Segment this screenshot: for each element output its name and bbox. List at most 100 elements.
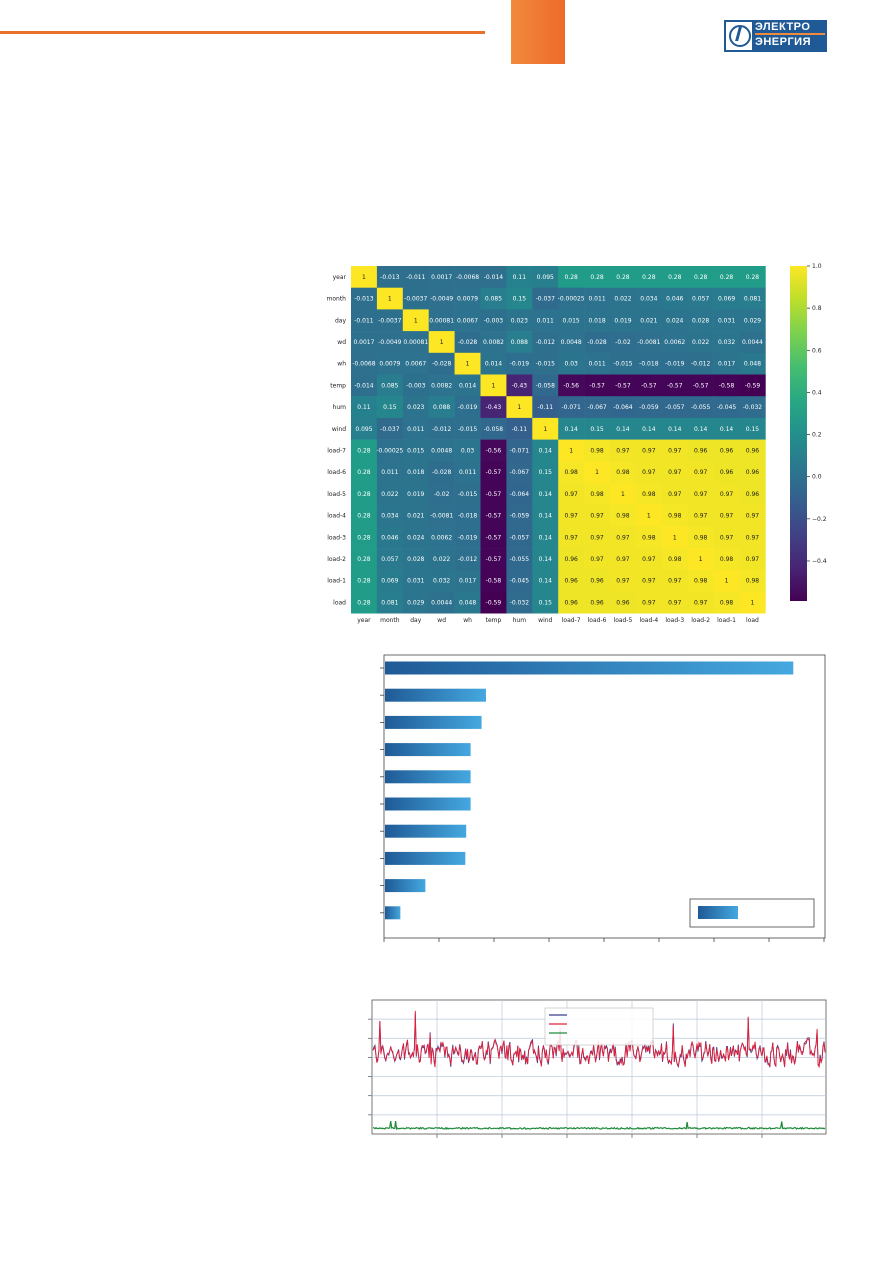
- heatmap-cell: [428, 504, 455, 527]
- heatmap-cell: [584, 417, 611, 440]
- heatmap-col-label: day: [410, 617, 421, 624]
- heatmap-cell: [687, 569, 714, 592]
- heatmap-cell-label: 0.97: [564, 491, 578, 498]
- series-line-red: [372, 1010, 826, 1069]
- heatmap-cell-label: -0.057: [510, 534, 530, 541]
- heatmap-cell-label: -0.02: [615, 339, 631, 346]
- heatmap-cell: [739, 569, 766, 592]
- heatmap-cell: [532, 483, 559, 505]
- heatmap-cell-label: 0.0044: [431, 599, 452, 606]
- heatmap-cell-label: -0.57: [486, 491, 502, 498]
- heatmap-cell-label: -0.015: [458, 491, 478, 498]
- heatmap-cell: [402, 287, 429, 310]
- heatmap-cell: [661, 569, 688, 592]
- heatmap-cell: [610, 417, 637, 440]
- heatmap-cell-label: 0.0048: [561, 339, 582, 346]
- heatmap-cell: [713, 266, 740, 288]
- heatmap-cell: [661, 591, 688, 614]
- heatmap-cell: [351, 504, 378, 527]
- heatmap-cell: [506, 309, 533, 332]
- heatmap-cell-label: 0.98: [694, 578, 708, 585]
- heatmap-cell: [532, 352, 559, 375]
- heatmap-cell-label: -0.00025: [376, 447, 403, 454]
- heatmap-cell: [739, 591, 766, 614]
- heatmap-cell-label: 0.97: [746, 513, 760, 520]
- heatmap-cell-label: 0.015: [407, 447, 424, 454]
- heatmap-cell-label: 0.034: [640, 296, 657, 303]
- heatmap-cell: [661, 374, 688, 397]
- heatmap-cell-label: 0.024: [666, 317, 683, 324]
- heatmap-cell: [713, 504, 740, 527]
- colorbar-tick-label: 1.0: [812, 263, 822, 270]
- heatmap-cell: [713, 569, 740, 592]
- heatmap-cell: [480, 483, 507, 505]
- heatmap-cell: [454, 331, 481, 354]
- heatmap-cell-label: -0.064: [510, 491, 530, 498]
- heatmap-cell: [351, 548, 378, 571]
- heatmap-cell: [584, 591, 611, 614]
- heatmap-cell-label: 0.97: [642, 447, 656, 454]
- heatmap-cell-label: 0.97: [616, 447, 630, 454]
- heatmap-cell: [661, 439, 688, 462]
- heatmap-col-label: load-6: [588, 617, 607, 624]
- heatmap-cell-label: 0.0082: [483, 339, 504, 346]
- heatmap-cell: [584, 483, 611, 505]
- heatmap-cell: [532, 591, 559, 614]
- heatmap-cell: [376, 461, 404, 484]
- heatmap-cell-label: 0.085: [381, 382, 398, 389]
- heatmap-cell: [713, 331, 740, 354]
- heatmap-cell-label: 0.11: [513, 274, 527, 281]
- heatmap-cell-label: -0.028: [432, 469, 452, 476]
- heatmap-cell-label: 0.0079: [457, 296, 478, 303]
- colorbar-tick-label: 0.2: [812, 432, 822, 439]
- heatmap-cell: [610, 504, 637, 527]
- heatmap-cell-label: 0.0017: [431, 274, 452, 281]
- heatmap-cell: [428, 331, 455, 354]
- heatmap-cell-label: 0.98: [616, 469, 630, 476]
- heatmap-cell: [558, 417, 585, 440]
- heatmap-cell-label: 0.0067: [405, 361, 426, 368]
- heatmap-cell: [454, 396, 481, 419]
- heatmap-cell-label: -0.011: [406, 274, 426, 281]
- heatmap-cell-label: 0.28: [357, 534, 371, 541]
- heatmap-cell: [713, 417, 740, 440]
- heatmap-cell-label: 0.96: [746, 447, 760, 454]
- heatmap-cell: [635, 352, 663, 375]
- heatmap-col-label: load-3: [665, 617, 684, 624]
- heatmap-cell-label: 0.98: [720, 556, 734, 563]
- heatmap-cell-label: -0.11: [537, 404, 553, 411]
- heatmap-row-label: day: [335, 317, 346, 324]
- heatmap-cell: [402, 483, 429, 505]
- heatmap-cell-label: 0.14: [539, 513, 553, 520]
- heatmap-cell: [376, 504, 404, 527]
- heatmap-cell-label: 0.97: [642, 578, 656, 585]
- heatmap-cell: [506, 396, 533, 419]
- heatmap-cell: [610, 309, 637, 332]
- heatmap-cell-label: -0.012: [458, 556, 478, 563]
- heatmap-cell: [635, 526, 663, 549]
- heatmap-cell: [687, 483, 714, 505]
- heatmap-cell-label: 0.069: [718, 296, 735, 303]
- heatmap-cell: [661, 417, 688, 440]
- heatmap-cell-label: 0.98: [616, 513, 630, 520]
- heatmap-cell: [610, 396, 637, 419]
- heatmap-cell-label: 0.095: [537, 274, 554, 281]
- heatmap-cell: [428, 439, 455, 462]
- heatmap-cell: [558, 287, 585, 310]
- heatmap-row-label: load-3: [327, 534, 346, 541]
- heatmap-cell: [506, 331, 533, 354]
- heatmap-cell-label: -0.43: [486, 404, 502, 411]
- heatmap-cell-label: -0.56: [563, 382, 579, 389]
- heatmap-cell: [480, 266, 507, 288]
- heatmap-cell: [532, 461, 559, 484]
- heatmap-cell: [713, 352, 740, 375]
- heatmap-row-label: load-6: [327, 469, 346, 476]
- header-accent-line: [0, 31, 485, 34]
- series-line-green: [372, 1121, 826, 1131]
- heatmap-cell: [610, 548, 637, 571]
- heatmap-cell: [713, 461, 740, 484]
- heatmap-cell: [402, 439, 429, 462]
- heatmap-cell-label: 0.97: [668, 578, 682, 585]
- heatmap-row-label: year: [333, 274, 347, 281]
- heatmap-cell-label: 0.28: [357, 447, 371, 454]
